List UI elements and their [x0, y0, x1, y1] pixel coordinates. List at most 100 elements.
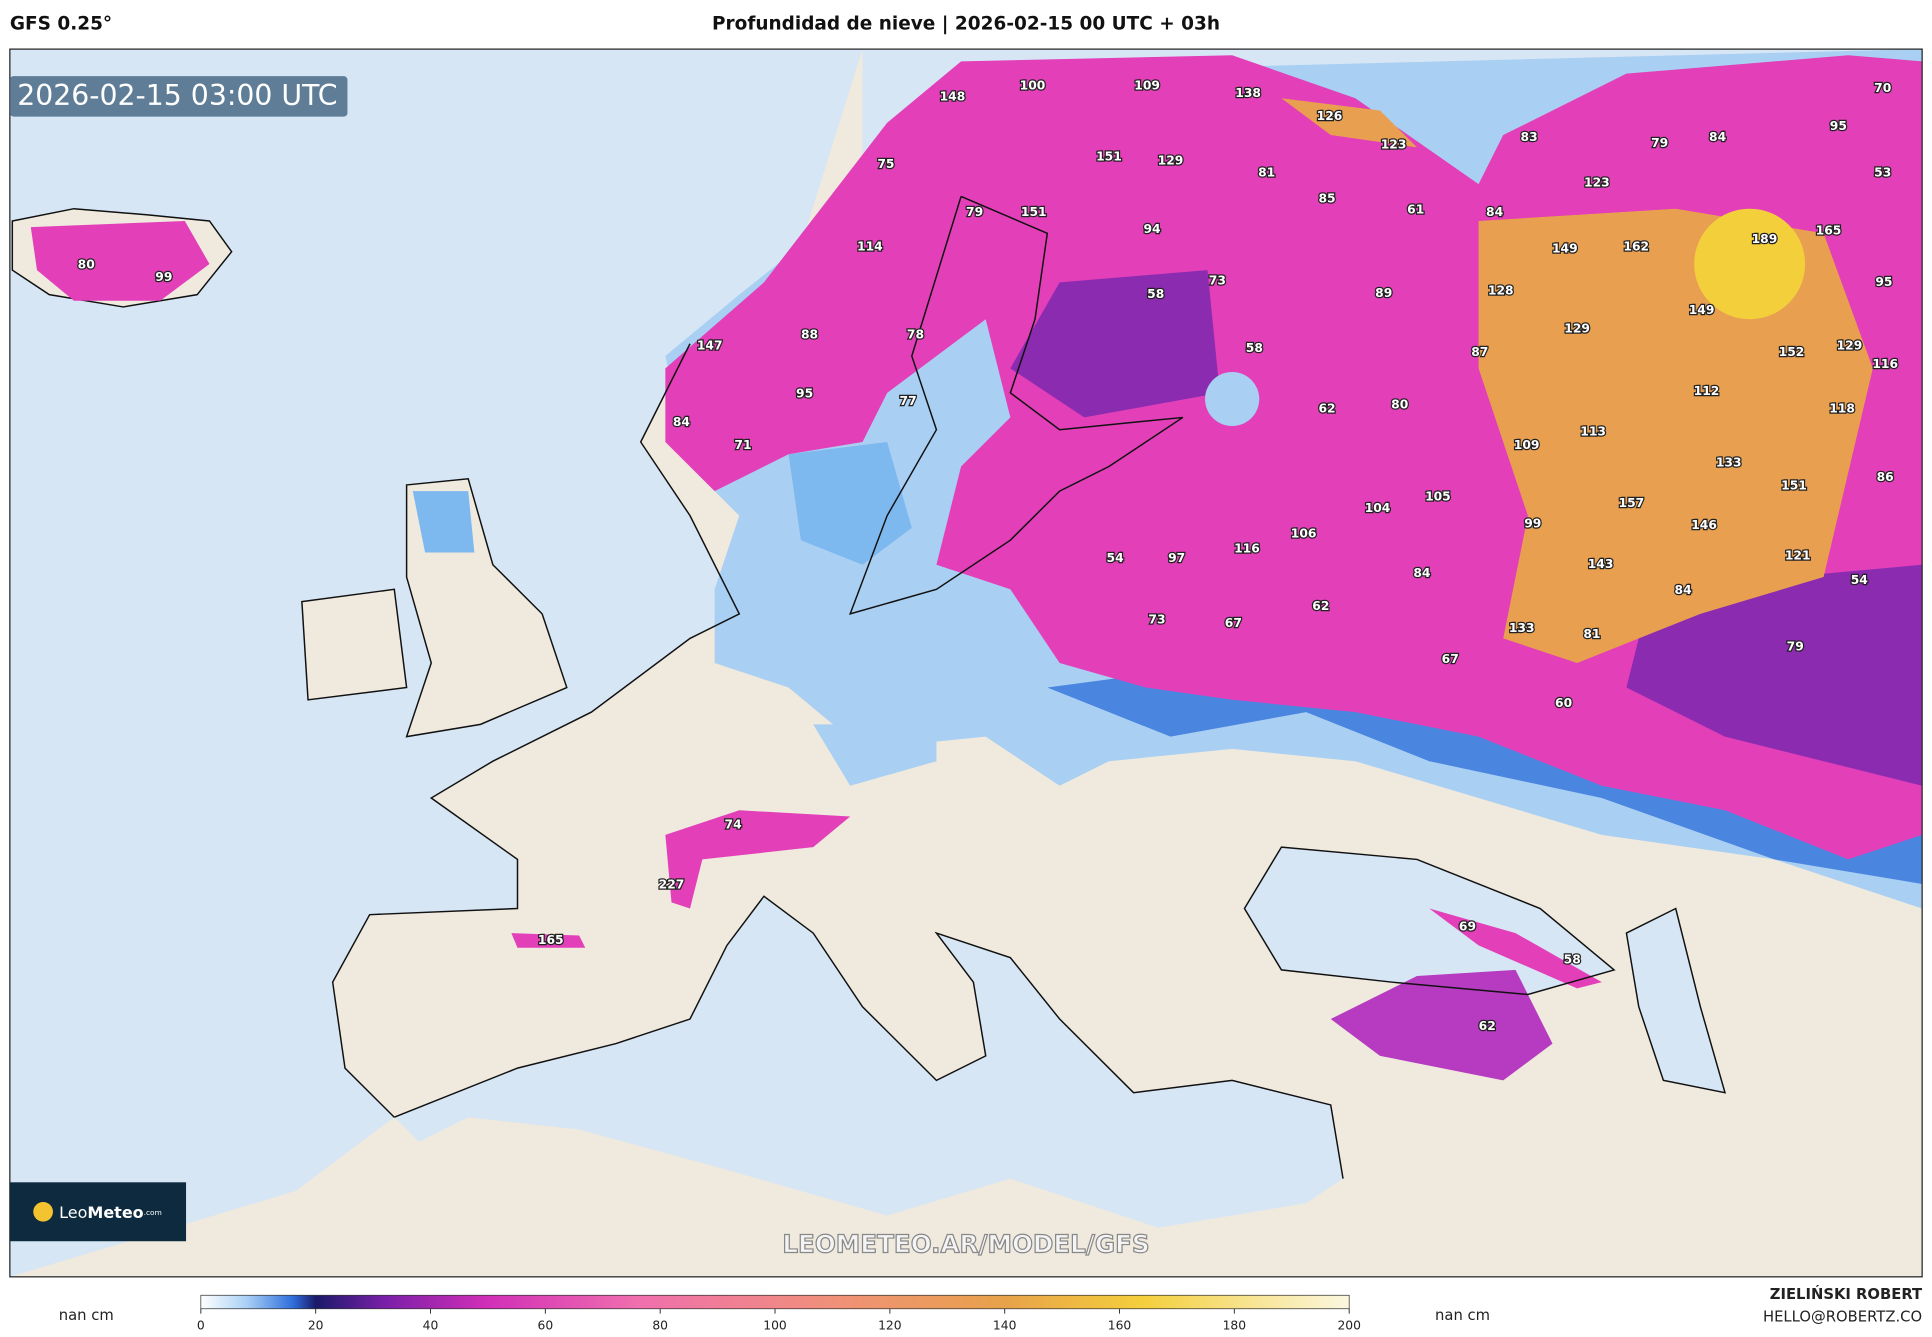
- value-labels: 148 100 109 138 126 123 83 79 84 95 70 53 75 151 129 81…: [76, 77, 1899, 1034]
- snow-depth-label: 58: [1147, 287, 1164, 301]
- snow-depth-label: 116: [1872, 357, 1898, 371]
- snow-depth-label: 87: [1471, 345, 1488, 359]
- snow-depth-label: 79: [1787, 640, 1804, 654]
- snow-depth-label: 84: [1413, 566, 1430, 580]
- snow-depth-label: 84: [673, 415, 690, 429]
- timestamp: 2026-02-15 03:00 UTC: [17, 79, 337, 112]
- colorbar-tick-label: 60: [538, 1318, 554, 1332]
- snow-depth-label: 54: [1851, 573, 1868, 587]
- colorbar-tick-label: 180: [1223, 1318, 1246, 1332]
- snow-depth-label: 69: [1459, 919, 1476, 933]
- snow-depth-label: 88: [801, 328, 818, 342]
- snow-depth-label: 62: [1312, 599, 1329, 613]
- snow-depth-label: 67: [1442, 652, 1459, 666]
- snow-depth-label: 148: [940, 90, 966, 104]
- snow-depth-label: 118: [1829, 401, 1855, 415]
- snow-depth-label: 95: [1830, 119, 1847, 133]
- snow-depth-label: 100: [1020, 78, 1046, 92]
- logo-light: Leo: [59, 1203, 87, 1222]
- snow-depth-label: 53: [1874, 166, 1891, 180]
- snow-depth-label: 151: [1781, 479, 1807, 493]
- snow-depth-label: 146: [1691, 518, 1717, 532]
- snow-depth-label: 129: [1564, 322, 1590, 336]
- snow-depth-label: 109: [1514, 438, 1540, 452]
- snow-depth-label: 95: [796, 387, 813, 401]
- map-frame: [9, 48, 1923, 1278]
- logo-suffix: .com: [144, 1208, 162, 1217]
- snow-cover: [30, 49, 1923, 1081]
- logo: LeoMeteo.com: [9, 1182, 187, 1242]
- snow-depth-label: 123: [1381, 137, 1407, 151]
- snow-depth-label: 114: [857, 239, 883, 253]
- snow-depth-label: 70: [1874, 81, 1891, 95]
- logo-bold: Meteo: [87, 1203, 143, 1222]
- snow-depth-label: 75: [877, 157, 894, 171]
- email: HELLO@ROBERTZ.CO: [1763, 1308, 1922, 1325]
- snow-depth-label: 77: [900, 394, 917, 408]
- colorbar: [200, 1294, 1350, 1310]
- snow-depth-label: 94: [1143, 222, 1160, 236]
- snow-depth-label: 227: [659, 878, 685, 892]
- snow-depth-label: 80: [1391, 398, 1408, 412]
- snow-depth-label: 189: [1752, 232, 1778, 246]
- snow-depth-label: 95: [1875, 275, 1892, 289]
- snow-depth-label: 157: [1619, 496, 1645, 510]
- snow-depth-label: 116: [1234, 541, 1260, 555]
- snow-depth-label: 112: [1694, 384, 1720, 398]
- snow-depth-label: 67: [1225, 616, 1242, 630]
- snow-depth-label: 89: [1375, 286, 1392, 300]
- logo-sun: [33, 1201, 53, 1222]
- map-title: Profundidad de nieve | 2026-02-15 00 UTC…: [712, 14, 1220, 35]
- snow-depth-label: 129: [1837, 339, 1863, 353]
- snow-depth-label: 151: [1021, 205, 1047, 219]
- snow-depth-label: 83: [1521, 130, 1538, 144]
- watermark: LEOMETEO.AR/MODEL/GFS: [782, 1229, 1149, 1258]
- snow-depth-label: 162: [1623, 239, 1649, 253]
- colorbar-tick-label: 140: [993, 1318, 1016, 1332]
- snow-depth-label: 80: [78, 258, 95, 272]
- snow-depth-label: 147: [697, 339, 723, 353]
- snow-depth-label: 62: [1318, 401, 1335, 415]
- snow-depth-label: 143: [1588, 557, 1614, 571]
- snow-depth-label: 73: [1148, 613, 1165, 627]
- snow-depth-label: 73: [1209, 274, 1226, 288]
- coastlines: [331, 195, 1727, 1179]
- snow-depth-label: 109: [1134, 78, 1160, 92]
- snow-depth-label: 81: [1258, 166, 1275, 180]
- colorbar-tick-label: 80: [652, 1318, 668, 1332]
- snow-depth-label: 86: [1877, 470, 1894, 484]
- snow-depth-label: 60: [1555, 696, 1572, 710]
- snow-depth-label: 165: [1816, 223, 1842, 237]
- colorbar-tick-label: 40: [423, 1318, 439, 1332]
- snow-depth-label: 61: [1407, 202, 1424, 216]
- colorbar-tick-label: 200: [1337, 1318, 1360, 1332]
- snow-depth-label: 78: [907, 328, 924, 342]
- snow-depth-label: 79: [966, 205, 983, 219]
- logo-text: LeoMeteo.com: [59, 1203, 162, 1222]
- colorbar-tick-label: 120: [878, 1318, 901, 1332]
- snow-depth-label: 138: [1235, 86, 1261, 100]
- snow-depth-label: 105: [1425, 490, 1451, 504]
- snow-depth-label: 126: [1317, 109, 1343, 123]
- unit-left: nan cm: [59, 1307, 114, 1324]
- snow-depth-label: 71: [734, 438, 751, 452]
- snow-depth-label: 128: [1488, 283, 1514, 297]
- colorbar-tick-label: 0: [197, 1318, 205, 1332]
- map: 148 100 109 138 126 123 83 79 84 95 70 53 75 151 129 81…: [9, 49, 1923, 1277]
- snow-depth-label: 133: [1509, 621, 1535, 635]
- snow-depth-label: 74: [725, 818, 742, 832]
- snow-depth-label: 99: [155, 270, 172, 284]
- model-name: GFS 0.25°: [10, 14, 112, 35]
- snow-depth-label: 62: [1479, 1019, 1496, 1033]
- colorbar-ticks: 0 20 40 60 80 100 120 140 160 180 200: [197, 1308, 1361, 1332]
- snow-depth-label: 121: [1785, 549, 1811, 563]
- unit-right: nan cm: [1435, 1307, 1490, 1324]
- snow-depth-label: 106: [1291, 527, 1317, 541]
- snow-depth-label: 152: [1779, 345, 1805, 359]
- snow-depth-label: 104: [1365, 501, 1391, 515]
- snow-depth-label: 81: [1583, 627, 1600, 641]
- author: ZIELIŃSKI ROBERT: [1770, 1285, 1922, 1303]
- snow-depth-label: 99: [1524, 517, 1541, 531]
